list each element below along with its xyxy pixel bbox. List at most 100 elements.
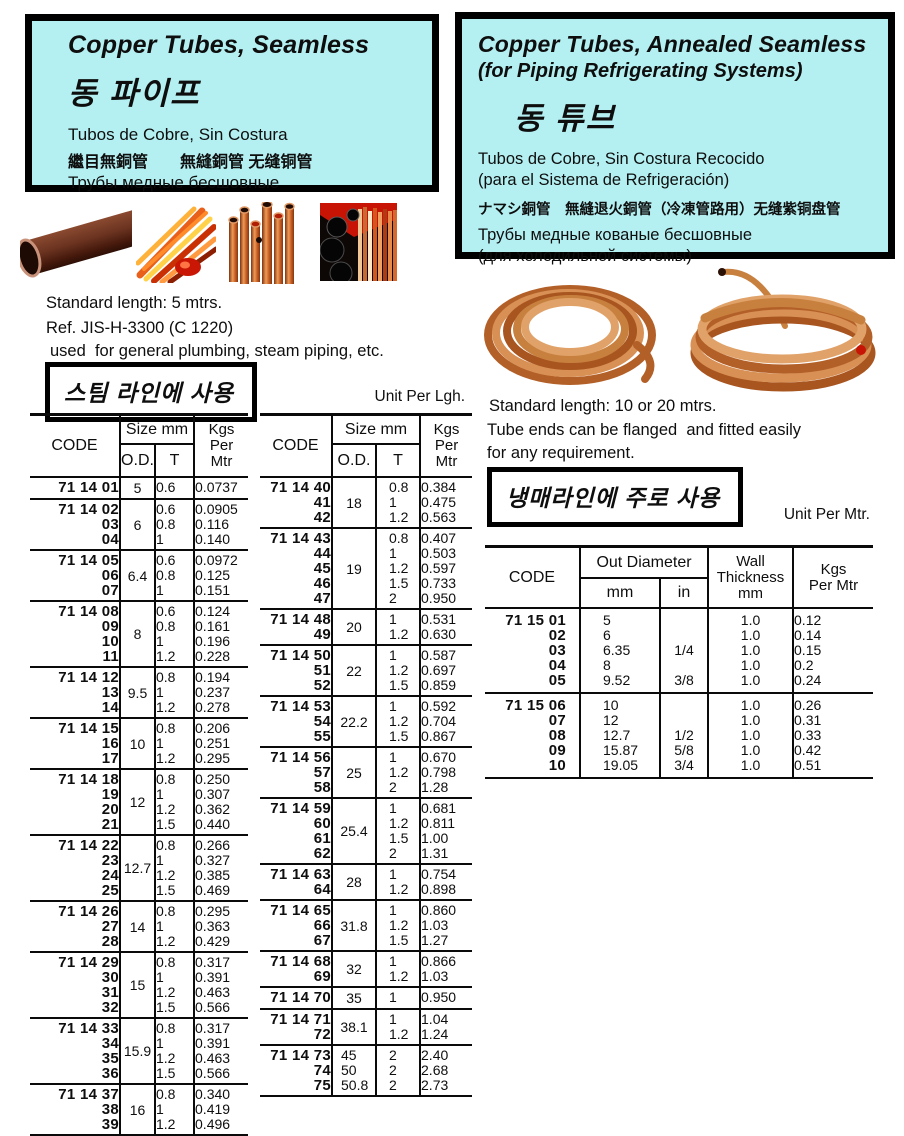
t-cell: 1 1.2 1.5	[376, 696, 422, 748]
left-title: Copper Tubes, Seamless	[68, 31, 370, 59]
table-row-group: 71 14 01 5 0.6 0.0737	[30, 477, 249, 500]
kgs-cell: 0.295 0.363 0.429	[194, 901, 249, 953]
code-cell: 71 14 70	[260, 987, 333, 1010]
table-row-group: 71 14 65 66 67 31.8 1 1.2 1.5 0.860 1.03 1.27	[260, 900, 473, 952]
right-title: Copper Tubes, Annealed Seamless	[478, 31, 867, 57]
od-cell: 25.4	[332, 798, 377, 865]
unit-per-length-label: Unit Per Lgh.	[374, 388, 465, 405]
code-cell: 71 15 01 02 03 04 05	[485, 608, 581, 694]
code-cell: 71 14 05 06 07	[30, 550, 121, 602]
kgs-cell: 0.670 0.798 1.28	[420, 747, 473, 799]
code-cell: 71 15 06 07 08 09 10	[485, 693, 581, 779]
table-row-group: 71 15 06 07 08 09 10 10 12 12.7 15.87 19.05 1/2 5/8…	[485, 693, 874, 779]
t-cell: 0.8 1 1.2	[376, 477, 422, 529]
right-standard-length: Standard length: 10 or 20 mtrs.	[489, 397, 717, 415]
right-title-russian-1: Трубы медные кованые бесшовные	[478, 226, 753, 244]
table-row-group: 71 14 68 69 32 1 1.2 0.866 1.03	[260, 951, 473, 988]
left-standard-length: Standard length: 5 mtrs.	[46, 294, 223, 312]
kgs-cell: 0.407 0.503 0.597 0.733 0.950	[420, 528, 473, 610]
left-usage-note: used for general plumbing, steam piping,…	[50, 342, 384, 360]
t-cell: 1 1.2	[376, 864, 422, 901]
seamless-table-middle: CODE Size mm Kgs Per Mtr O.D. T 71 14 40…	[260, 413, 473, 1097]
kgs-cell: 0.340 0.419 0.496	[194, 1084, 249, 1136]
t-cell: 0.6 0.8 1	[155, 550, 196, 602]
table-row-group: 71 14 73 74 75 45 50 50.8 2 2 2 2.40 2.68 2.73	[260, 1045, 473, 1097]
od-cell: 15	[120, 952, 156, 1019]
col-header-wall-thickness: Wall Thickness mm	[708, 546, 795, 609]
kgs-cell: 0.26 0.31 0.33 0.42 0.51	[793, 693, 874, 779]
code-cell: 71 14 68 69	[260, 951, 333, 988]
in-cell: 1/4 3/8	[660, 608, 710, 694]
od-cell: 28	[332, 864, 377, 901]
kgs-cell: 0.0737	[194, 477, 249, 500]
code-cell: 71 14 01	[30, 477, 121, 500]
kgs-cell: 0.681 0.811 1.00 1.31	[420, 798, 473, 865]
left-title-spanish: Tubos de Cobre, Sin Costura	[68, 125, 288, 144]
od-cell: 10	[120, 718, 156, 770]
kgs-cell: 0.384 0.475 0.563	[420, 477, 473, 529]
kgs-cell: 0.317 0.391 0.463 0.566	[194, 1018, 249, 1085]
code-cell: 71 14 02 03 04	[30, 499, 121, 551]
table-row-group: 71 14 05 06 07 6.4 0.6 0.8 1 0.0972 0.125 0.151	[30, 550, 249, 602]
wall-cell: 1.0 1.0 1.0 1.0 1.0	[708, 693, 795, 779]
table-row-group: 71 14 50 51 52 22 1 1.2 1.5 0.587 0.697 0.859	[260, 645, 473, 697]
od-cell: 32	[332, 951, 377, 988]
right-title-spanish-2: (para el Sistema de Refrigeración)	[478, 171, 730, 189]
col-header-size: Size mm	[332, 414, 422, 445]
od-cell: 16	[120, 1084, 156, 1136]
od-cell: 31.8	[332, 900, 377, 952]
kgs-cell: 0.250 0.307 0.362 0.440	[194, 769, 249, 836]
od-cell: 8	[120, 601, 156, 668]
code-cell: 71 14 48 49	[260, 609, 333, 646]
od-cell: 35	[332, 987, 377, 1010]
od-cell: 15.9	[120, 1018, 156, 1085]
code-cell: 71 14 73 74 75	[260, 1045, 333, 1097]
kgs-cell: 0.317 0.391 0.463 0.566	[194, 952, 249, 1019]
right-note-line1: Tube ends can be flanged and fitted easi…	[487, 421, 802, 439]
photo-copper-tube-ends	[319, 203, 397, 285]
left-title-korean: 동 파이프	[68, 76, 201, 111]
col-header-kgs: Kgs Per Mtr	[420, 414, 473, 478]
col-header-t: T	[155, 444, 196, 478]
col-header-in: in	[660, 578, 710, 609]
t-cell: 0.6	[155, 477, 196, 500]
t-cell: 0.6 0.8 1	[155, 499, 196, 551]
t-cell: 0.8 1 1.2 1.5 2	[376, 528, 422, 610]
code-cell: 71 14 08 09 10 11	[30, 601, 121, 668]
right-subtitle: (for Piping Refrigerating Systems)	[478, 60, 803, 82]
od-cell: 45 50 50.8	[332, 1045, 377, 1097]
kgs-cell: 0.0972 0.125 0.151	[194, 550, 249, 602]
col-header-kgs: Kgs Per Mtr	[194, 414, 249, 478]
od-cell: 14	[120, 901, 156, 953]
left-ref: Ref. JIS-H-3300 (C 1220)	[46, 319, 234, 337]
kgs-cell: 0.0905 0.116 0.140	[194, 499, 249, 551]
code-cell: 71 14 71 72	[260, 1009, 333, 1046]
photo-copper-tubes-standing	[226, 200, 303, 284]
code-cell: 71 14 63 64	[260, 864, 333, 901]
od-cell: 18	[332, 477, 377, 529]
t-cell: 1 1.2 1.5 2	[376, 798, 422, 865]
unit-per-meter-label: Unit Per Mtr.	[783, 506, 870, 523]
t-cell: 0.8 1 1.2 1.5	[155, 1018, 196, 1085]
col-header-code: CODE	[260, 414, 333, 478]
mm-cell: 5 6 6.35 8 9.52	[580, 608, 661, 694]
code-cell: 71 14 29 30 31 32	[30, 952, 121, 1019]
photo-copper-tube-single	[16, 203, 147, 285]
right-header-box: Copper Tubes, Annealed Seamless (for Pip…	[455, 12, 895, 265]
photo-copper-rod-bundle	[135, 205, 219, 285]
code-cell: 71 14 59 60 61 62	[260, 798, 333, 865]
right-title-russian-2: (для холодильной системы)	[478, 247, 692, 265]
t-cell: 0.6 0.8 1 1.2	[155, 601, 196, 668]
t-cell: 0.8 1 1.2	[155, 667, 196, 719]
table-row-group: 71 14 59 60 61 62 25.4 1 1.2 1.5 2 0.681 0.811 1.00…	[260, 798, 473, 865]
kgs-cell: 0.531 0.630	[420, 609, 473, 646]
code-cell: 71 14 33 34 35 36	[30, 1018, 121, 1085]
col-header-kgs: Kgs Per Mtr	[793, 546, 874, 609]
code-cell: 71 14 40 41 42	[260, 477, 333, 529]
t-cell: 1 1.2 2	[376, 747, 422, 799]
od-cell: 25	[332, 747, 377, 799]
table-row-group: 71 15 01 02 03 04 05 5 6 6.35 8 9.52 1/4 3/8 1.0 1.0 1…	[485, 608, 874, 694]
t-cell: 1 1.2 1.5	[376, 900, 422, 952]
code-cell: 71 14 65 66 67	[260, 900, 333, 952]
code-cell: 71 14 37 38 39	[30, 1084, 121, 1136]
